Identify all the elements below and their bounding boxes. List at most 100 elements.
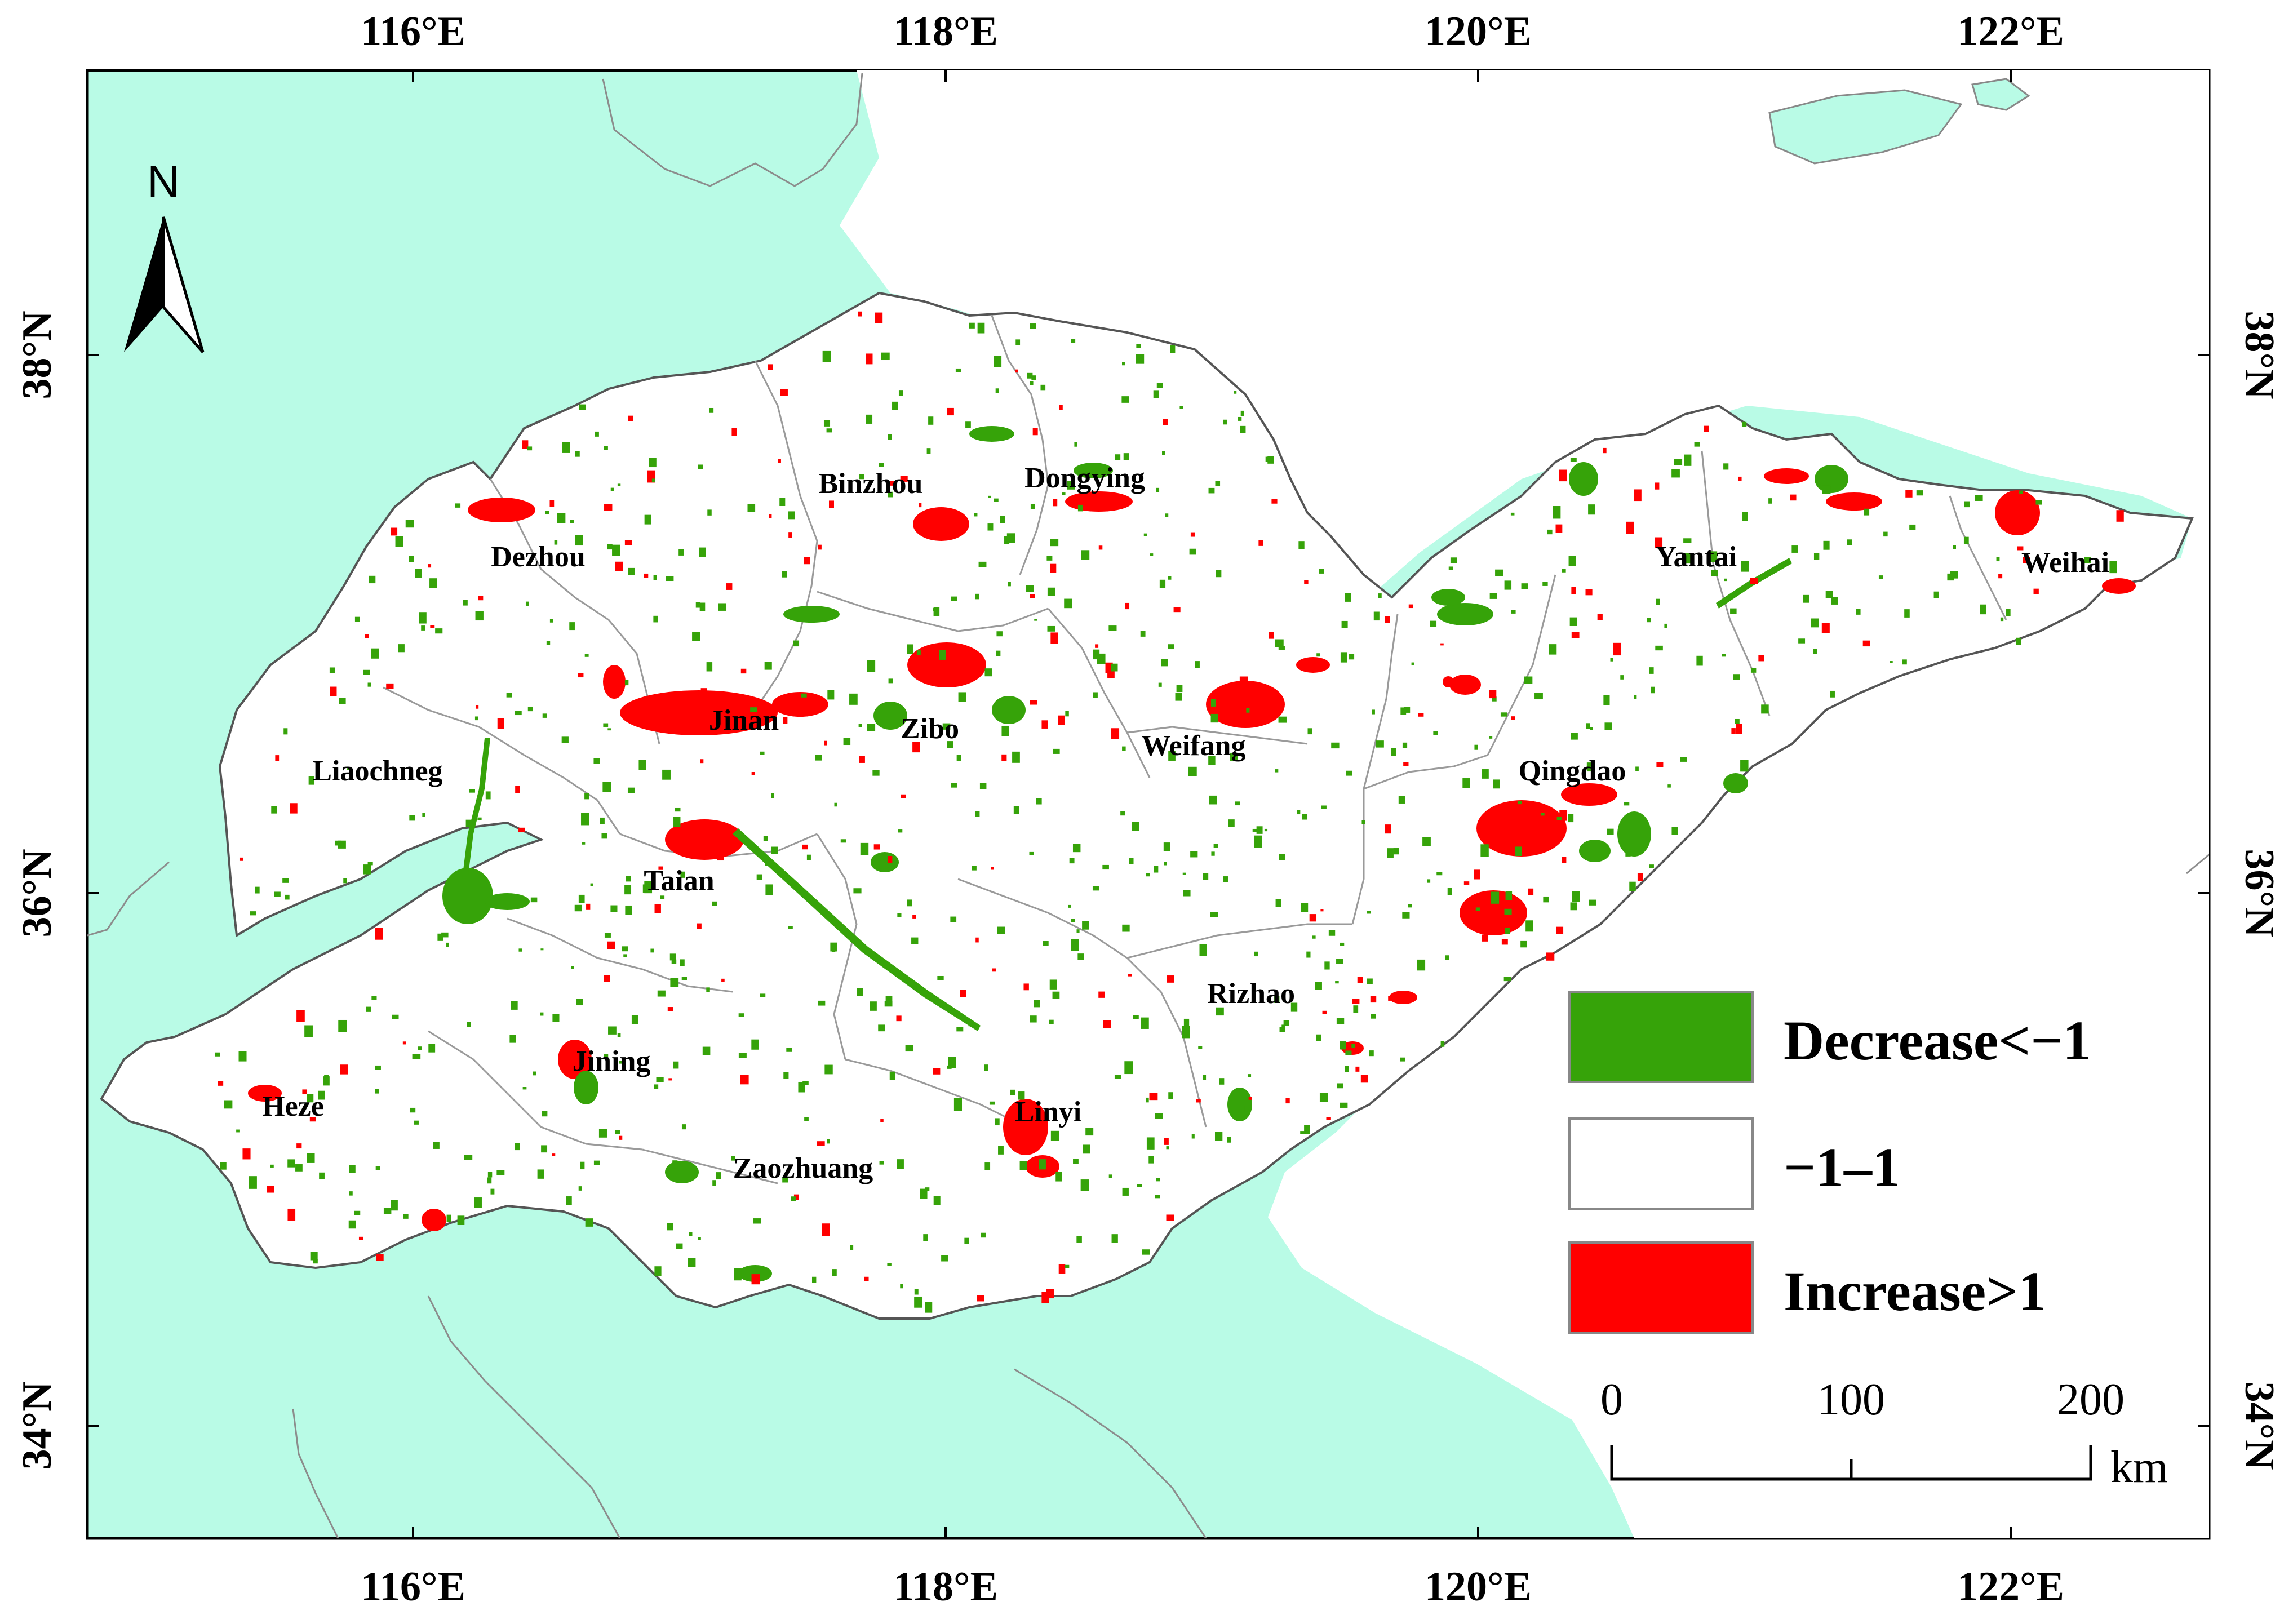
change-pixel <box>437 933 443 941</box>
change-pixel <box>1223 876 1228 882</box>
change-pixel <box>604 504 613 511</box>
change-pixel <box>824 740 827 746</box>
change-pixel <box>968 1022 973 1027</box>
change-pixel <box>363 864 371 875</box>
change-pixel <box>1167 975 1174 983</box>
change-pixel <box>1001 754 1007 761</box>
change-pixel <box>1629 881 1636 891</box>
change-pixel <box>475 704 479 709</box>
change-pixel <box>1649 667 1654 674</box>
change-pixel <box>1489 593 1497 599</box>
change-pixel <box>1029 851 1034 855</box>
change-pixel <box>1569 617 1577 626</box>
change-pixel <box>1136 354 1145 364</box>
change-pixel <box>527 706 533 712</box>
change-pixel <box>1312 935 1316 939</box>
change-pixel <box>1489 736 1493 739</box>
change-pixel <box>1191 1134 1195 1139</box>
change-pixel <box>1039 1159 1046 1170</box>
change-pixel <box>1279 854 1285 860</box>
change-pixel <box>1711 569 1719 576</box>
change-pixel <box>996 631 1003 637</box>
increase-patch <box>620 690 778 735</box>
change-pixel <box>358 1236 363 1240</box>
increase-patch <box>1449 675 1481 695</box>
change-pixel <box>1674 459 1683 465</box>
change-pixel <box>802 844 808 850</box>
change-pixel <box>1010 1089 1015 1095</box>
change-pixel <box>1534 693 1543 700</box>
change-pixel <box>457 1215 465 1226</box>
change-pixel <box>995 1118 1000 1126</box>
change-pixel <box>654 1266 662 1276</box>
change-pixel <box>375 1065 381 1070</box>
change-specks <box>214 311 2124 1313</box>
change-pixel <box>430 625 435 628</box>
change-pixel <box>475 611 484 621</box>
change-pixel <box>1122 1187 1129 1196</box>
change-pixel <box>644 514 651 525</box>
change-pixel <box>867 660 876 672</box>
change-pixel <box>965 421 971 428</box>
change-pixel <box>698 1237 701 1240</box>
change-pixel <box>1553 506 1561 519</box>
change-pixel <box>1166 1214 1174 1221</box>
change-pixel <box>554 540 558 545</box>
change-pixel <box>751 772 755 775</box>
change-pixel <box>1246 708 1250 713</box>
change-pixel <box>1448 566 1453 570</box>
change-pixel <box>1521 583 1528 589</box>
change-pixel <box>885 996 893 1005</box>
change-pixel <box>969 322 975 329</box>
change-pixel <box>446 942 449 947</box>
change-pixel <box>371 648 379 659</box>
change-pixel <box>1140 631 1146 637</box>
change-pixel <box>575 535 583 546</box>
change-pixel <box>509 1035 516 1043</box>
change-pixel <box>849 693 858 705</box>
change-pixel <box>1388 996 1391 1001</box>
change-pixel <box>590 883 593 886</box>
change-pixel <box>218 1081 224 1086</box>
city-label: Zaozhuang <box>733 1152 873 1184</box>
change-pixel <box>730 698 735 703</box>
change-pixel <box>623 954 627 957</box>
change-pixel <box>875 312 883 323</box>
change-pixel <box>731 428 737 436</box>
change-pixel <box>1122 924 1130 932</box>
change-pixel <box>604 933 611 938</box>
change-pixel <box>1492 696 1497 702</box>
change-pixel <box>1524 676 1533 684</box>
change-pixel <box>593 758 600 764</box>
city-label: Qingdao <box>1519 755 1626 787</box>
change-pixel <box>1647 618 1651 623</box>
change-pixel <box>1316 653 1320 657</box>
decrease-patch <box>783 606 840 623</box>
change-pixel <box>1304 580 1309 584</box>
change-pixel <box>626 876 631 882</box>
change-pixel <box>1950 571 1958 579</box>
change-pixel <box>1878 575 1883 579</box>
bottom-tick-label: 116°E <box>361 1564 465 1610</box>
change-pixel <box>1148 1156 1154 1164</box>
left-tick-label: 36°N <box>14 849 60 937</box>
island <box>1971 78 2030 111</box>
bottom-tick-label: 122°E <box>1957 1564 2064 1610</box>
change-pixel <box>1402 912 1410 919</box>
change-pixel <box>1168 576 1172 580</box>
change-pixel <box>1227 1137 1231 1143</box>
change-pixel <box>540 1012 544 1016</box>
change-pixel <box>1813 553 1820 560</box>
change-pixel <box>826 428 832 433</box>
change-pixel <box>650 948 654 953</box>
change-pixel <box>570 520 574 523</box>
change-pixel <box>675 807 681 812</box>
change-pixel <box>731 1156 735 1161</box>
change-pixel <box>1083 1144 1090 1154</box>
change-pixel <box>1239 676 1248 689</box>
change-pixel <box>435 628 443 634</box>
change-pixel <box>1301 903 1309 912</box>
change-pixel <box>522 1087 527 1090</box>
change-pixel <box>1864 508 1870 516</box>
city-label: Linyi <box>1015 1096 1082 1128</box>
